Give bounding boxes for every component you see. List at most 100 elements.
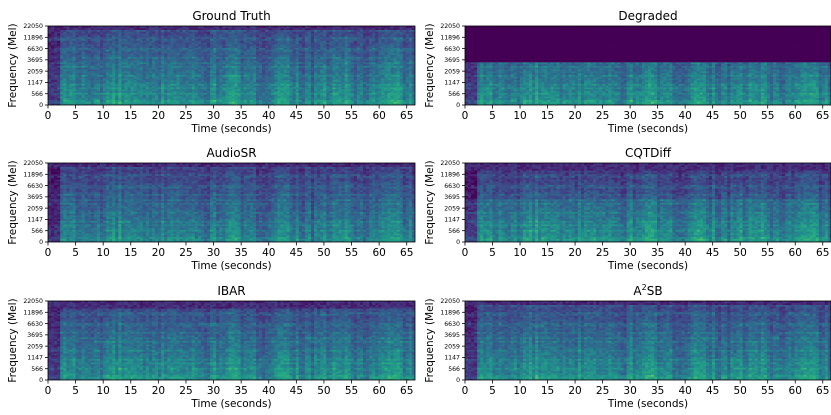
y-tick-label: 2059 <box>27 68 43 75</box>
y-tick-label: 1147 <box>444 217 460 224</box>
y-tick-label: 0 <box>39 377 43 384</box>
y-tick-label: 566 <box>31 366 43 373</box>
y-tick-label: 3695 <box>444 57 460 64</box>
x-axis-label: Time (seconds) <box>190 398 271 410</box>
x-tick-label: 50 <box>734 247 747 259</box>
x-tick-label: 30 <box>207 247 220 259</box>
y-tick-label: 1147 <box>444 80 460 87</box>
y-tick-label: 6630 <box>444 183 460 190</box>
x-tick-label: 60 <box>372 385 385 397</box>
panel-title: IBAR <box>217 284 245 298</box>
y-tick-label: 566 <box>31 91 43 98</box>
y-tick-label: 566 <box>448 228 460 235</box>
panel-title: Ground Truth <box>192 9 270 23</box>
x-tick-label: 60 <box>372 110 385 122</box>
x-tick-label: 40 <box>262 110 275 122</box>
y-tick-label: 0 <box>456 239 460 246</box>
y-tick-label: 3695 <box>27 194 43 201</box>
x-tick-label: 65 <box>816 385 829 397</box>
x-tick-label: 10 <box>97 110 110 122</box>
x-tick-label: 50 <box>317 110 330 122</box>
y-axis-label: Frequency (Mel) <box>7 23 19 107</box>
x-tick-label: 55 <box>345 247 358 259</box>
x-tick-label: 30 <box>623 247 636 259</box>
x-tick-label: 15 <box>541 110 554 122</box>
x-tick-label: 45 <box>290 247 303 259</box>
x-tick-label: 40 <box>262 385 275 397</box>
y-tick-label: 11896 <box>23 34 43 41</box>
x-tick-label: 25 <box>179 247 192 259</box>
y-tick-label: 2059 <box>27 343 43 350</box>
x-axis-label: Time (seconds) <box>607 123 688 135</box>
x-tick-label: 25 <box>596 110 609 122</box>
x-tick-label: 15 <box>124 247 137 259</box>
x-tick-label: 5 <box>72 385 79 397</box>
axes-frame <box>464 300 831 381</box>
y-tick-label: 0 <box>39 102 43 109</box>
y-tick-label: 566 <box>448 366 460 373</box>
y-tick-label: 2059 <box>444 205 460 212</box>
x-tick-label: 25 <box>596 247 609 259</box>
x-tick-label: 55 <box>345 385 358 397</box>
x-tick-label: 35 <box>234 110 247 122</box>
x-tick-label: 0 <box>462 247 469 259</box>
x-tick-label: 10 <box>97 385 110 397</box>
y-tick-label: 2059 <box>27 205 43 212</box>
y-axis-label: Frequency (Mel) <box>424 298 436 382</box>
x-tick-label: 10 <box>513 247 526 259</box>
x-tick-label: 50 <box>317 385 330 397</box>
x-tick-label: 50 <box>317 247 330 259</box>
x-axis-label: Time (seconds) <box>190 123 271 135</box>
panel-title: AudioSR <box>206 146 256 160</box>
x-tick-label: 15 <box>541 385 554 397</box>
x-tick-label: 65 <box>400 385 413 397</box>
x-tick-label: 65 <box>816 247 829 259</box>
x-tick-label: 20 <box>152 385 165 397</box>
x-tick-label: 35 <box>651 110 664 122</box>
x-tick-label: 30 <box>623 110 636 122</box>
x-tick-label: 5 <box>72 110 79 122</box>
y-axis-label: Frequency (Mel) <box>7 298 19 382</box>
x-tick-label: 20 <box>568 247 581 259</box>
y-tick-label: 1147 <box>27 355 43 362</box>
x-tick-label: 0 <box>45 110 52 122</box>
y-tick-label: 2059 <box>444 343 460 350</box>
spectrogram-heatmap <box>465 163 831 242</box>
panel-6: 0 5 10 15 20 25 30 35 40 45 50 55 60 65 0 566 1147 2059 36… <box>424 283 831 410</box>
x-tick-label: 40 <box>678 247 691 259</box>
x-tick-label: 5 <box>489 247 496 259</box>
y-tick-label: 22050 <box>440 160 460 167</box>
x-tick-label: 30 <box>207 110 220 122</box>
axes-frame <box>47 300 416 381</box>
x-tick-label: 50 <box>734 385 747 397</box>
y-tick-label: 11896 <box>23 171 43 178</box>
y-tick-label: 3695 <box>444 332 460 339</box>
x-tick-label: 60 <box>789 385 802 397</box>
x-tick-label: 0 <box>45 247 52 259</box>
y-tick-label: 0 <box>456 102 460 109</box>
axes-frame <box>47 162 416 243</box>
x-tick-label: 45 <box>706 385 719 397</box>
y-tick-label: 22050 <box>23 160 43 167</box>
x-tick-label: 20 <box>568 110 581 122</box>
y-tick-label: 11896 <box>440 309 460 316</box>
x-tick-label: 20 <box>152 247 165 259</box>
x-tick-label: 55 <box>761 385 774 397</box>
x-tick-label: 35 <box>651 247 664 259</box>
y-tick-label: 3695 <box>27 332 43 339</box>
x-tick-label: 40 <box>678 385 691 397</box>
x-tick-label: 60 <box>789 247 802 259</box>
x-tick-label: 35 <box>234 385 247 397</box>
x-tick-label: 25 <box>179 385 192 397</box>
y-tick-label: 2059 <box>444 68 460 75</box>
x-tick-label: 0 <box>462 110 469 122</box>
x-tick-label: 30 <box>207 385 220 397</box>
x-tick-label: 15 <box>541 247 554 259</box>
y-tick-label: 1147 <box>27 217 43 224</box>
panel-3: 0 5 10 15 20 25 30 35 40 45 50 55 60 65 0 566 1147 2059 36… <box>7 146 416 272</box>
x-tick-label: 55 <box>761 247 774 259</box>
x-tick-label: 10 <box>513 110 526 122</box>
spectrogram-heatmap <box>48 26 415 105</box>
x-tick-label: 25 <box>596 385 609 397</box>
x-tick-label: 20 <box>568 385 581 397</box>
